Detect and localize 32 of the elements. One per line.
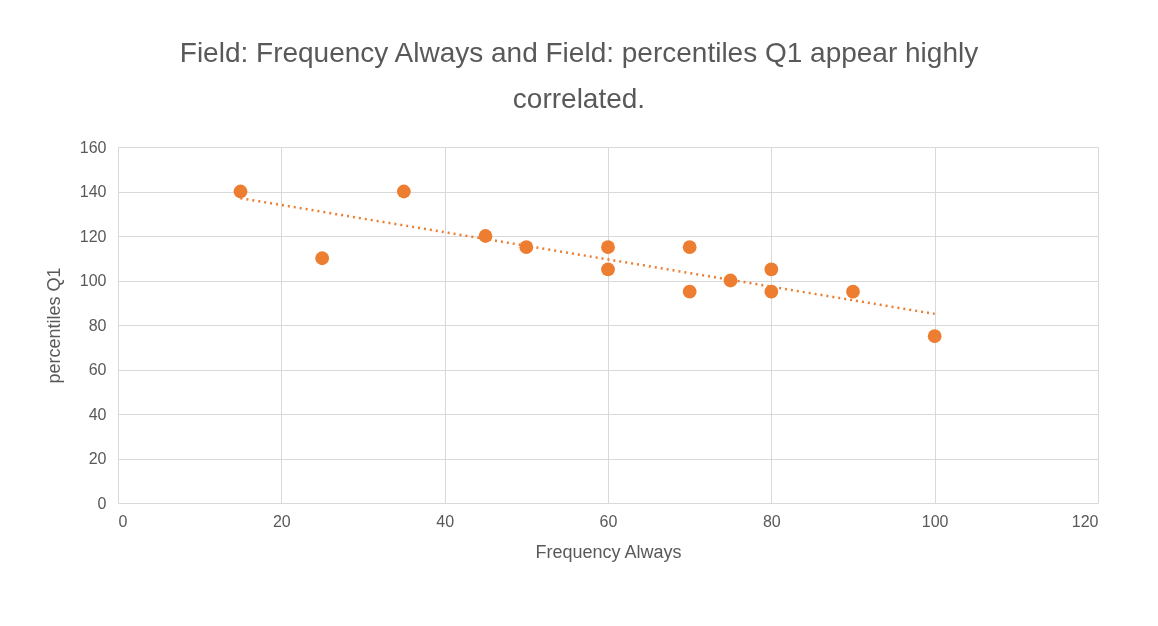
point [315,251,330,266]
point [682,284,697,299]
chart-title: Field: Frequency Always and Field: percentiles Q1 appear highly correlated. [178,36,980,116]
point [846,284,860,299]
point [764,262,779,277]
x-axis-title: Frequency Always [535,541,682,562]
y-tick-label: 60 [88,361,107,378]
y-tick-label: 40 [88,405,107,423]
y-tick-label: 100 [79,272,107,289]
x-tick-label: 0 [118,512,128,530]
y-tick-label: 140 [79,183,107,200]
point [764,284,779,299]
point [478,229,493,243]
y-axis-title: percentiles Q1 [43,267,64,384]
x-tick-label: 20 [272,512,291,530]
x-tick-label: 120 [1071,512,1099,530]
y-tick-label: 0 [97,494,107,512]
point [601,262,615,277]
point [233,184,248,199]
x-tick-label: 100 [921,512,949,530]
x-tick-label: 80 [762,512,781,530]
x-tick-label: 40 [436,512,455,530]
x-tick-label: 60 [599,512,618,530]
point [723,273,738,288]
y-tick-label: 80 [88,316,107,334]
y-tick-label: 160 [79,138,107,156]
y-tick-label: 120 [79,227,107,245]
point [601,240,615,254]
point [927,329,942,343]
y-tick-label: 20 [88,450,107,467]
point [396,184,411,199]
point [682,240,697,254]
